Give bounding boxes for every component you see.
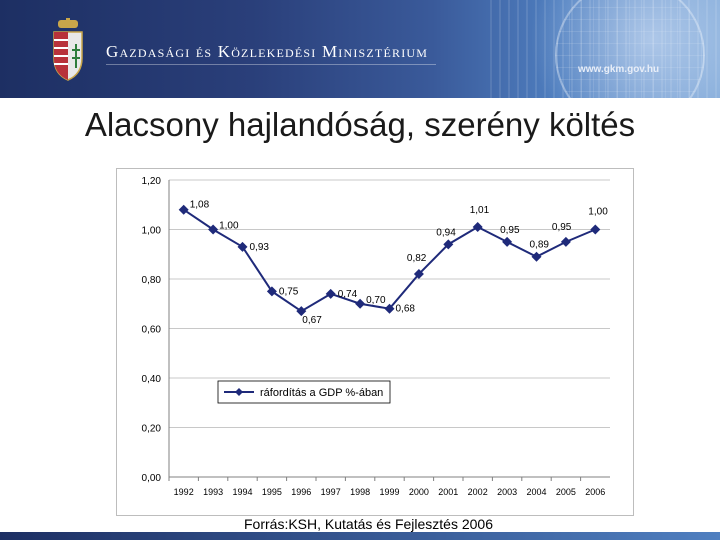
x-tick-label: 1994	[232, 487, 252, 497]
data-label: 0,67	[302, 315, 322, 326]
data-label: 0,68	[396, 304, 416, 315]
data-point-marker	[502, 236, 513, 247]
legend-label: ráfordítás a GDP %-ában	[260, 387, 383, 399]
slide-title: Alacsony hajlandóság, szerény költés	[84, 106, 636, 143]
x-tick-label: 1999	[379, 487, 399, 497]
chart-frame: 0,00 0,20 0,40 0,60 0,80 1,00 1,20 1992 1993 1994…	[116, 168, 634, 516]
header-banner: Gazdasági és Közlekedési Minisztérium ww…	[0, 0, 720, 98]
data-point-marker	[266, 286, 277, 297]
data-label: 0,94	[436, 227, 456, 238]
data-point-marker	[413, 269, 424, 280]
y-tick-label: 0,60	[142, 325, 162, 336]
data-point-marker	[355, 298, 366, 309]
coat-of-arms-icon	[53, 18, 83, 81]
y-tick-label: 0,20	[142, 424, 162, 435]
data-label: 0,89	[530, 240, 550, 251]
data-label: 1,08	[190, 200, 210, 211]
data-point-marker	[472, 222, 483, 233]
data-label: 0,95	[500, 225, 520, 236]
x-tick-label: 2006	[585, 487, 605, 497]
series-line	[183, 208, 596, 313]
data-point-marker	[590, 224, 601, 235]
data-label: 0,75	[279, 286, 299, 297]
x-tick-label: 2000	[409, 487, 429, 497]
x-tick-label: 1995	[262, 487, 282, 497]
y-tick-label: 0,00	[142, 473, 162, 484]
line-chart: 0,00 0,20 0,40 0,60 0,80 1,00 1,20 1992 1993 1994…	[142, 176, 610, 497]
data-label: 0,93	[250, 242, 270, 253]
x-tick-label: 1996	[291, 487, 311, 497]
x-tick-label: 2002	[468, 487, 488, 497]
data-point-marker	[560, 236, 571, 247]
data-point-marker	[296, 306, 307, 317]
x-tick-label: 2004	[526, 487, 546, 497]
data-label: 1,01	[470, 205, 490, 216]
data-label: 0,82	[407, 253, 427, 264]
x-tick-label: 1993	[203, 487, 223, 497]
data-point-marker	[443, 239, 454, 250]
y-tick-label: 0,40	[142, 374, 162, 385]
data-label: 1,00	[219, 221, 239, 232]
legend-marker	[235, 388, 243, 396]
data-point-marker	[384, 303, 395, 314]
data-point-marker	[325, 288, 336, 299]
y-tick-label: 1,20	[142, 176, 162, 187]
y-tick-label: 0,80	[142, 275, 162, 286]
data-point-marker	[237, 241, 248, 252]
ministry-name: Gazdasági és Közlekedési Minisztérium	[106, 42, 429, 61]
x-tick-label: 1992	[174, 487, 194, 497]
x-tick-label: 2005	[556, 487, 576, 497]
data-label: 0,95	[552, 222, 572, 233]
y-tick-label: 1,00	[142, 226, 162, 237]
x-tick-label: 2001	[438, 487, 458, 497]
website-url[interactable]: www.gkm.gov.hu	[578, 64, 660, 75]
source-note: Forrás:KSH, Kutatás és Fejlesztés 2006	[244, 516, 493, 532]
x-tick-label: 1998	[350, 487, 370, 497]
data-point-marker	[531, 251, 542, 262]
x-tick-label: 1997	[321, 487, 341, 497]
data-label: 1,00	[588, 207, 608, 218]
banner-pattern	[490, 0, 720, 98]
data-label: 0,70	[366, 295, 386, 306]
bottom-bar	[0, 532, 720, 540]
header-rule	[106, 64, 436, 65]
legend-box	[217, 380, 391, 404]
data-label: 0,74	[338, 289, 358, 300]
data-point-marker	[208, 224, 219, 235]
x-tick-label: 2003	[497, 487, 517, 497]
data-point-marker	[178, 204, 189, 215]
